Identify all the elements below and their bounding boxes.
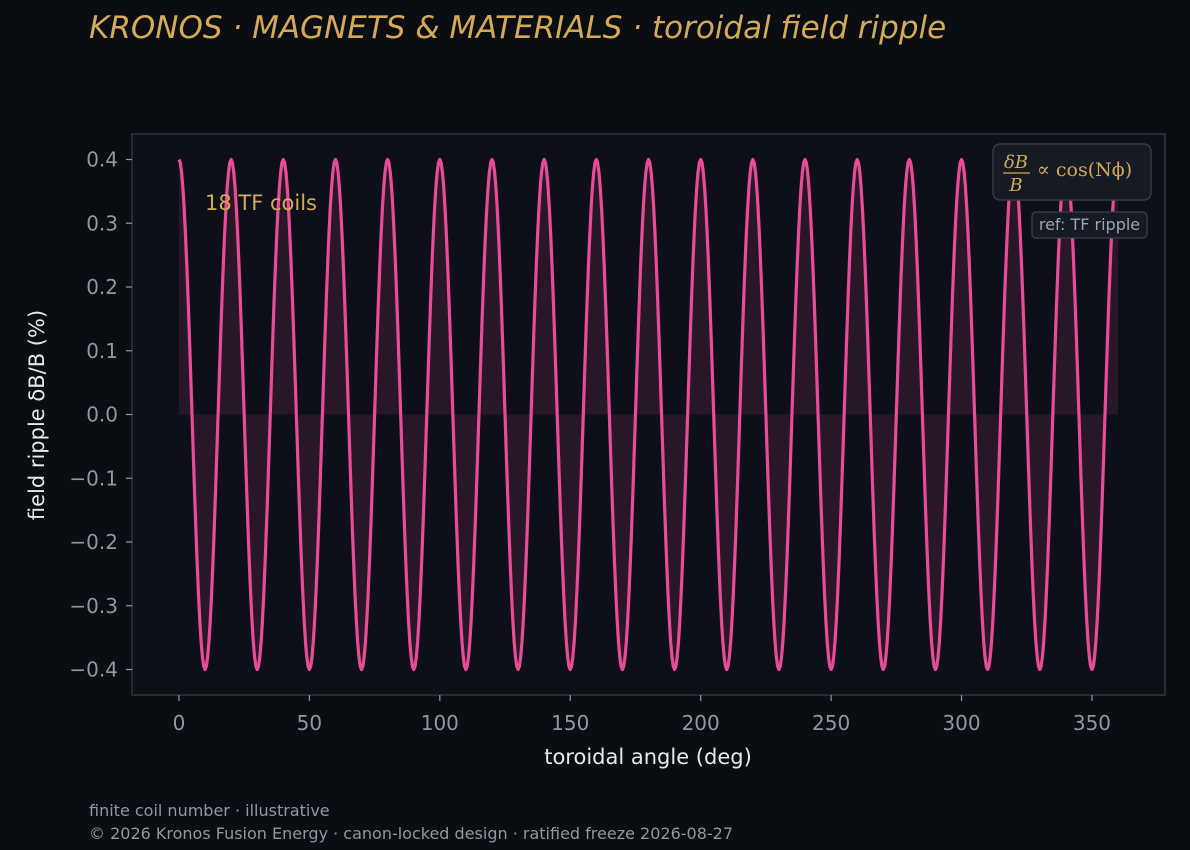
x-tick-label: 100 bbox=[421, 711, 459, 735]
x-tick-label: 0 bbox=[173, 711, 186, 735]
x-tick-label: 250 bbox=[812, 711, 850, 735]
y-tick-label: −0.1 bbox=[69, 466, 118, 490]
x-axis-label: toroidal angle (deg) bbox=[544, 745, 752, 769]
y-tick-label: −0.2 bbox=[69, 530, 118, 554]
chart-title: KRONOS · MAGNETS & MATERIALS · toroidal … bbox=[89, 10, 946, 46]
curve-layer bbox=[177, 157, 1120, 672]
y-tick-label: −0.3 bbox=[69, 594, 118, 618]
formula-box: δB B ∝ cos(Nϕ) bbox=[992, 143, 1152, 201]
x-tick-label: 200 bbox=[682, 711, 720, 735]
y-tick-label: 0.0 bbox=[86, 403, 118, 427]
footer-copyright: © 2026 Kronos Fusion Energy · canon-lock… bbox=[89, 824, 733, 843]
ref-badge-frame bbox=[1031, 211, 1148, 239]
x-tick-label: 300 bbox=[942, 711, 980, 735]
formula-proportional: ∝ cos(Nϕ) bbox=[1037, 159, 1132, 181]
x-axis-ticks: 0 50 100 150 200 250 300 350 bbox=[173, 695, 1111, 735]
y-tick-label: 0.1 bbox=[86, 339, 118, 363]
y-axis-label: field ripple δB/B (%) bbox=[25, 310, 49, 520]
y-tick-label: 0.2 bbox=[86, 275, 118, 299]
y-tick-label: 0.3 bbox=[86, 211, 118, 235]
ripple-series-line bbox=[177, 157, 1120, 672]
coil-count-annotation: 18 TF coils bbox=[205, 191, 317, 215]
y-tick-label: −0.4 bbox=[69, 658, 118, 682]
series-fill-area bbox=[178, 159, 1119, 670]
ref-badge-label: ref: TF ripple bbox=[1039, 215, 1140, 234]
footer-note: finite coil number · illustrative bbox=[89, 801, 330, 820]
x-tick-label: 50 bbox=[297, 711, 322, 735]
formula-denominator: B bbox=[1008, 175, 1022, 196]
y-axis-ticks: 0.4 0.3 0.2 0.1 0.0 −0.1 −0.2 −0.3 −0.4 bbox=[69, 148, 132, 682]
formula-box-frame bbox=[992, 143, 1152, 201]
x-tick-label: 150 bbox=[551, 711, 589, 735]
formula-numerator: δB bbox=[1004, 152, 1028, 173]
y-tick-label: 0.4 bbox=[86, 148, 118, 172]
x-tick-label: 350 bbox=[1073, 711, 1111, 735]
ref-badge: ref: TF ripple bbox=[1031, 211, 1148, 239]
curve-fill bbox=[178, 159, 1119, 670]
